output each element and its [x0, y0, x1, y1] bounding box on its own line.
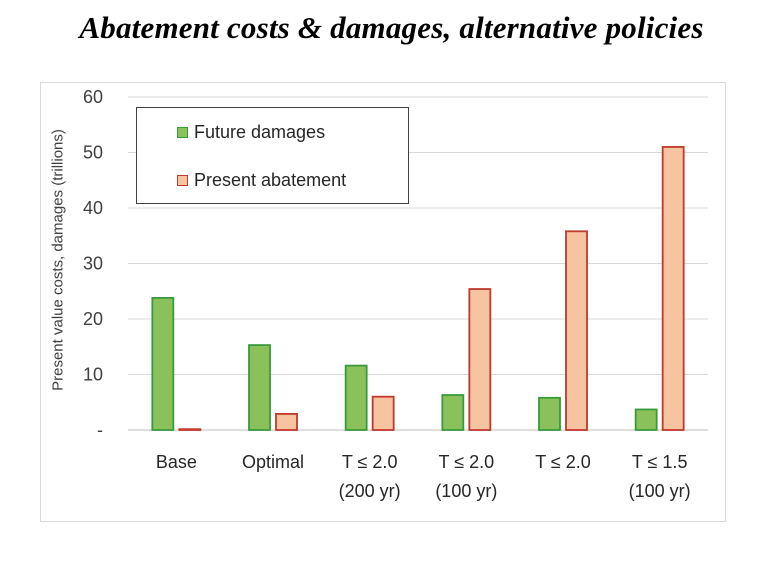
x-tick-label: (200 yr) [339, 481, 401, 501]
y-tick-label: - [97, 420, 103, 440]
y-tick-label: 50 [83, 143, 103, 163]
x-tick-label: T ≤ 1.5 [632, 452, 688, 472]
legend-label-future-damages: Future damages [194, 122, 326, 142]
x-tick-label: Optimal [242, 452, 304, 472]
present-abatement-swatch [177, 175, 188, 186]
bar-present-abatement [661, 146, 685, 431]
bar-present-abatement [371, 395, 395, 431]
x-tick-label: (100 yr) [435, 481, 497, 501]
y-tick-label: 10 [83, 365, 103, 385]
y-tick-label: 20 [83, 309, 103, 329]
x-tick-label: T ≤ 2.0 [439, 452, 495, 472]
bar-future-damages [344, 364, 368, 431]
bar-present-abatement [275, 413, 298, 431]
x-tick-label: T ≤ 2.0 [342, 452, 398, 472]
bar-future-damages [151, 297, 175, 431]
legend: Future damages Present abatement [136, 107, 409, 204]
legend-item-present-abatement: Present abatement [177, 170, 346, 191]
future-damages-swatch [177, 127, 188, 138]
x-tick-label: (100 yr) [629, 481, 691, 501]
y-tick-label: 40 [83, 198, 103, 218]
x-tick-label: T ≤ 2.0 [535, 452, 591, 472]
bar-future-damages [634, 408, 658, 431]
chart-area [40, 82, 726, 522]
bar-future-damages [441, 394, 465, 431]
legend-item-future-damages: Future damages [177, 122, 325, 143]
y-tick-label: 30 [83, 254, 103, 274]
bar-present-abatement [468, 288, 492, 431]
chart-title: Abatement costs & damages, alternative p… [79, 10, 704, 45]
bar-future-damages [538, 396, 561, 431]
y-tick-label: 60 [83, 87, 103, 107]
x-tick-label: Base [156, 452, 197, 472]
bar-present-abatement [178, 428, 202, 431]
bar-future-damages [248, 344, 271, 431]
y-axis-label: Present value costs, damages (trillions) [49, 129, 67, 391]
bar-present-abatement [565, 230, 588, 431]
legend-label-present-abatement: Present abatement [194, 170, 347, 190]
